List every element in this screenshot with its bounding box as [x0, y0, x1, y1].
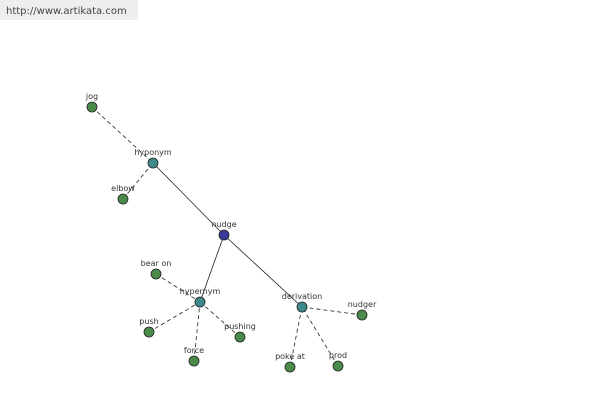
- dashed-edge: [301, 306, 339, 367]
- node-label[interactable]: nudger: [348, 300, 377, 309]
- node[interactable]: [332, 360, 344, 372]
- node-label[interactable]: hyponym: [134, 148, 172, 157]
- dashed-edge: [155, 273, 201, 303]
- url-box: [0, 0, 138, 20]
- node-label[interactable]: pushing: [224, 322, 256, 331]
- node[interactable]: [356, 309, 368, 321]
- node-label[interactable]: bear on: [141, 259, 172, 268]
- edge: [152, 162, 225, 236]
- dashed-edge: [148, 301, 201, 333]
- node[interactable]: [147, 157, 159, 169]
- node[interactable]: [143, 326, 155, 338]
- dashed-edge: [199, 301, 241, 338]
- node[interactable]: [188, 355, 200, 367]
- node[interactable]: [86, 101, 98, 113]
- node-label[interactable]: nudge: [211, 220, 236, 229]
- node-label[interactable]: elbow: [111, 184, 135, 193]
- node[interactable]: [194, 296, 206, 308]
- node[interactable]: [284, 361, 296, 373]
- nodes: jog hyponym elbow nudge bear on hypernym push p…: [85, 92, 377, 373]
- node-label[interactable]: prod: [329, 351, 347, 360]
- node[interactable]: [218, 229, 230, 241]
- node[interactable]: [234, 331, 246, 343]
- node-label[interactable]: derivation: [282, 292, 322, 301]
- edges: [91, 106, 363, 368]
- dashed-edge: [289, 306, 303, 368]
- node[interactable]: [117, 193, 129, 205]
- node-label[interactable]: force: [184, 346, 204, 355]
- node[interactable]: [296, 301, 308, 313]
- dashed-edge: [301, 306, 363, 316]
- url-link[interactable]: http://www.artikata.com: [6, 6, 127, 17]
- node[interactable]: [150, 268, 162, 280]
- edge: [199, 234, 225, 303]
- dashed-edge: [193, 301, 201, 362]
- dashed-edge: [122, 162, 154, 200]
- node-label[interactable]: jog: [85, 92, 98, 101]
- node-label[interactable]: hypernym: [180, 287, 221, 296]
- edge: [223, 234, 303, 308]
- node-label[interactable]: push: [139, 317, 158, 326]
- node-label[interactable]: poke at: [275, 352, 305, 361]
